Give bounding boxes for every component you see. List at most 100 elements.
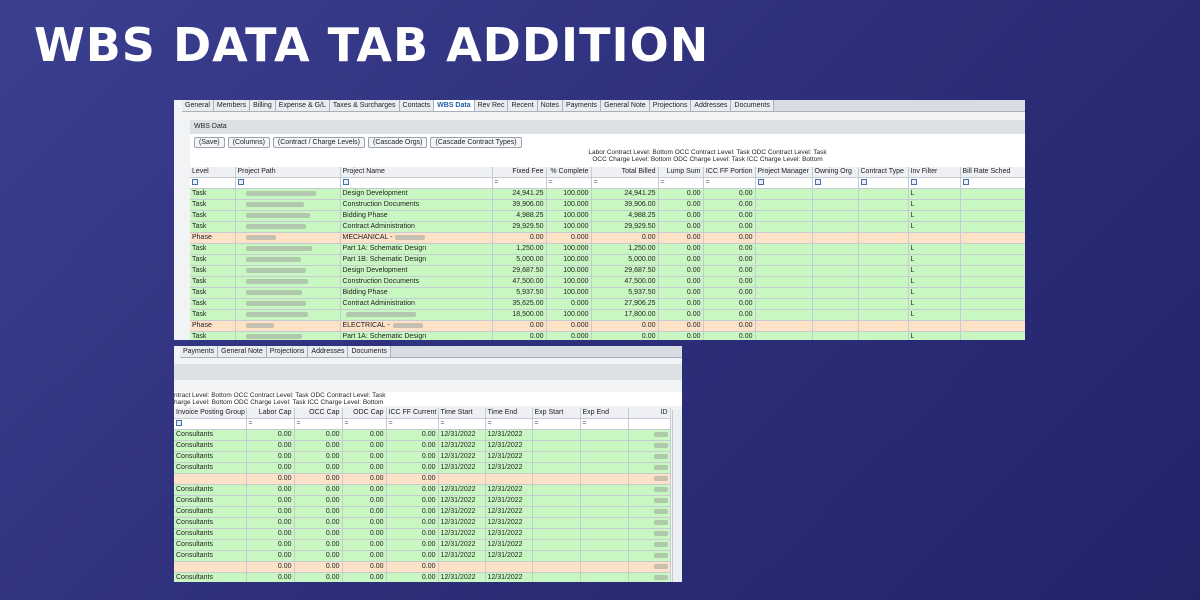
table-row[interactable]: Consultants 0.00 0.00 0.00 0.00 12/31/2022 12/… — [174, 440, 671, 453]
tab-payments[interactable]: Payments — [562, 100, 602, 111]
table-row[interactable]: Consultants 0.00 0.00 0.00 0.00 12/31/2022 12/… — [174, 451, 671, 464]
column-header-bill-rate-sched[interactable]: Bill Rate Sched — [960, 167, 1025, 179]
column-header-odc-cap[interactable]: ODC Cap — [342, 408, 387, 420]
filter-cell[interactable]: = — [485, 418, 533, 431]
column-header-project-manager[interactable]: Project Manager — [755, 167, 813, 179]
tab-taxes-surcharges[interactable]: Taxes & Surcharges — [329, 100, 400, 111]
column-header-contract-type[interactable]: Contract Type — [858, 167, 909, 179]
column-header-total-billed[interactable]: Total Billed — [591, 167, 659, 179]
column-header-exp-end[interactable]: Exp End — [580, 408, 629, 420]
filter-cell[interactable]: = — [580, 418, 629, 431]
column-header-project-name[interactable]: Project Name — [340, 167, 493, 179]
filter-cell[interactable] — [908, 177, 961, 190]
filter-cell[interactable]: = — [438, 418, 486, 431]
column-header-lump-sum[interactable]: Lump Sum — [658, 167, 704, 179]
tab-documents[interactable]: Documents — [731, 100, 774, 111]
filter-cell[interactable] — [340, 177, 493, 190]
filter-cell[interactable] — [174, 418, 247, 431]
vertical-scrollbar[interactable] — [672, 410, 682, 582]
table-row[interactable]: Consultants 0.00 0.00 0.00 0.00 12/31/2022 12/… — [174, 495, 671, 508]
filter-cell[interactable]: = — [703, 177, 756, 190]
filter-icon[interactable] — [176, 420, 182, 427]
table-row[interactable]: Task Part 1A: Schematic Design 1,250.00 100… — [190, 243, 1025, 256]
filter-cell[interactable]: = — [386, 418, 439, 431]
table-row[interactable]: Task Bidding Phase 4,988.25 100.000 4,988.25… — [190, 210, 1025, 223]
equals-operator-icon[interactable]: = — [593, 179, 598, 187]
filter-cell[interactable] — [235, 177, 341, 190]
filter-icon[interactable] — [910, 179, 917, 186]
column-header-icc-ff-portion[interactable]: ICC FF Portion — [703, 167, 756, 179]
tab-general[interactable]: General — [182, 100, 214, 111]
tab-projections[interactable]: Projections — [649, 100, 692, 111]
filter-cell[interactable]: = — [246, 418, 295, 431]
tab-wbs-data[interactable]: WBS Data — [434, 100, 475, 111]
table-row[interactable]: Consultants 0.00 0.00 0.00 0.00 12/31/2022 12/… — [174, 528, 671, 541]
equals-operator-icon[interactable]: = — [487, 420, 492, 428]
cascade-orgs-button[interactable]: (Cascade Orgs) — [368, 137, 428, 148]
filter-icon[interactable] — [342, 179, 349, 186]
table-row[interactable]: Task Construction Documents 47,500.00 100.0… — [190, 276, 1025, 289]
filter-cell[interactable] — [960, 177, 1025, 190]
column-header-icc-ff-current[interactable]: ICC FF Current — [386, 408, 439, 420]
column-header-project-path[interactable]: Project Path — [235, 167, 341, 179]
filter-cell[interactable]: = — [591, 177, 659, 190]
filter-icon[interactable] — [757, 179, 764, 186]
table-row[interactable]: Task Bidding Phase 5,937.50 100.000 5,937.50… — [190, 287, 1025, 300]
table-row[interactable]: Consultants 0.00 0.00 0.00 0.00 12/31/2022 12/… — [174, 484, 671, 497]
filter-cell[interactable]: = — [546, 177, 592, 190]
table-row[interactable]: Consultants 0.00 0.00 0.00 0.00 12/31/2022 12/… — [174, 550, 671, 563]
equals-operator-icon[interactable]: = — [660, 179, 665, 187]
filter-icon[interactable] — [814, 179, 821, 186]
equals-operator-icon[interactable]: = — [248, 420, 253, 428]
column-header-inv-filter[interactable]: Inv Filter — [908, 167, 961, 179]
table-row[interactable]: Consultants 0.00 0.00 0.00 0.00 12/31/2022 12/… — [174, 506, 671, 519]
tab-payments[interactable]: Payments — [180, 346, 219, 357]
table-row[interactable]: Task Design Development 24,941.25 100.000 24… — [190, 188, 1025, 201]
column-header-exp-start[interactable]: Exp Start — [532, 408, 581, 420]
filter-cell[interactable] — [190, 177, 236, 190]
contract-charge-levels-button[interactable]: (Contract / Charge Levels) — [272, 137, 366, 148]
equals-operator-icon[interactable]: = — [494, 179, 499, 187]
column-header-invoice-posting-group[interactable]: Invoice Posting Group — [174, 408, 247, 420]
tab-general-note[interactable]: General Note — [601, 100, 650, 111]
columns-button[interactable]: (Columns) — [227, 137, 270, 148]
table-row[interactable]: Consultants 0.00 0.00 0.00 0.00 12/31/2022 12/… — [174, 539, 671, 552]
table-row[interactable]: Consultants 0.00 0.00 0.00 0.00 12/31/2022 12/… — [174, 572, 671, 582]
filter-cell[interactable] — [858, 177, 909, 190]
filter-cell[interactable] — [812, 177, 859, 190]
table-row[interactable]: 0.00 0.00 0.00 0.00 — [174, 473, 671, 486]
column-header-time-start[interactable]: Time Start — [438, 408, 486, 420]
column-header--complete[interactable]: % Complete — [546, 167, 592, 179]
filter-icon[interactable] — [860, 179, 867, 186]
tab-rev-rec[interactable]: Rev Rec — [474, 100, 509, 111]
column-header-labor-cap[interactable]: Labor Cap — [246, 408, 295, 420]
table-row[interactable]: Task 18,500.00 100.000 17,800.00 0.00 0.00 L — [190, 309, 1025, 322]
equals-operator-icon[interactable]: = — [344, 420, 349, 428]
tab-notes[interactable]: Notes — [537, 100, 563, 111]
equals-operator-icon[interactable]: = — [582, 420, 587, 428]
column-header-level[interactable]: Level — [190, 167, 236, 179]
filter-cell[interactable]: = — [658, 177, 704, 190]
save-button[interactable]: (Save) — [194, 137, 225, 148]
tab-recent[interactable]: Recent — [508, 100, 538, 111]
table-row[interactable]: Phase ELECTRICAL -0.00 0.000 0.00 0.00 0.00 — [190, 320, 1025, 333]
table-row[interactable]: Task Contract Administration 35,625.00 0.00… — [190, 298, 1025, 311]
tab-documents[interactable]: Documents — [348, 346, 391, 357]
filter-cell[interactable]: = — [342, 418, 387, 431]
tab-expense-g-l[interactable]: Expense & G/L — [275, 100, 330, 111]
equals-operator-icon[interactable]: = — [296, 420, 301, 428]
table-row[interactable]: Phase MECHANICAL -0.00 0.000 0.00 0.00 0.00 — [190, 232, 1025, 245]
column-header-owning-org[interactable]: Owning Org — [812, 167, 859, 179]
cascade-contract-types-button[interactable]: (Cascade Contract Types) — [430, 137, 522, 148]
filter-cell[interactable] — [628, 418, 671, 431]
filter-icon[interactable] — [237, 179, 244, 186]
equals-operator-icon[interactable]: = — [388, 420, 393, 428]
tab-projections[interactable]: Projections — [266, 346, 309, 357]
tab-members[interactable]: Members — [213, 100, 251, 111]
table-row[interactable]: Consultants 0.00 0.00 0.00 0.00 12/31/2022 12/… — [174, 517, 671, 530]
table-row[interactable]: Consultants 0.00 0.00 0.00 0.00 12/31/2022 12/… — [174, 462, 671, 475]
equals-operator-icon[interactable]: = — [440, 420, 445, 428]
filter-cell[interactable]: = — [492, 177, 547, 190]
column-header-time-end[interactable]: Time End — [485, 408, 533, 420]
filter-cell[interactable]: = — [294, 418, 343, 431]
